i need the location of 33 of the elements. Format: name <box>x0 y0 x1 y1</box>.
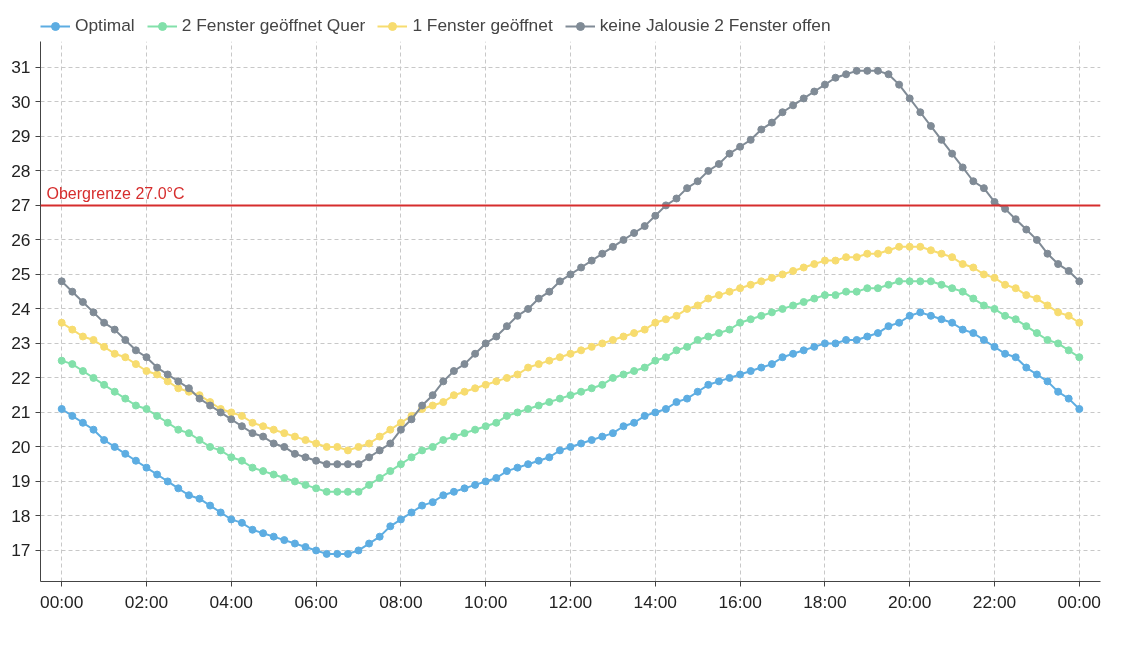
x-tick-label: 12:00 <box>548 591 593 612</box>
x-tick-label: 08:00 <box>379 591 423 612</box>
y-tick-label: 20 <box>11 436 31 457</box>
x-tick-label: 20:00 <box>888 591 932 612</box>
x-tick-label: 00:00 <box>1057 591 1101 612</box>
x-tick-label: 18:00 <box>803 591 847 612</box>
y-tick-label: 21 <box>11 402 31 423</box>
y-tick-label: 25 <box>11 264 31 285</box>
x-tick-label: 04:00 <box>209 591 253 612</box>
y-tick-label: 26 <box>11 229 31 250</box>
legend-label: keine Jalousie 2 Fenster offen <box>599 15 831 36</box>
x-tick-label: 00:00 <box>40 591 84 612</box>
legend-label: 2 Fenster geöffnet Quer <box>181 15 366 36</box>
y-tick-label: 31 <box>11 57 31 78</box>
legend-label: 1 Fenster geöffnet <box>412 15 553 36</box>
x-tick-label: 02:00 <box>124 591 169 612</box>
ref-line-label: Obergrenze 27.0°C <box>46 185 185 203</box>
y-tick-label: 22 <box>11 367 31 388</box>
y-tick-label: 19 <box>11 471 31 492</box>
legend-label: Optimal <box>75 15 135 36</box>
y-tick-label: 23 <box>11 333 31 354</box>
y-tick-label: 17 <box>11 540 31 561</box>
y-tick-label: 29 <box>11 126 31 147</box>
y-tick-label: 30 <box>11 91 31 112</box>
x-tick-label: 22:00 <box>972 591 1017 612</box>
y-tick-label: 18 <box>11 505 31 526</box>
y-tick-label: 28 <box>11 160 31 181</box>
x-tick-label: 14:00 <box>633 591 677 612</box>
x-tick-label: 06:00 <box>294 591 338 612</box>
y-tick-label: 24 <box>11 298 31 319</box>
x-tick-label: 16:00 <box>718 591 762 612</box>
y-tick-label: 27 <box>11 195 31 216</box>
x-tick-label: 10:00 <box>464 591 508 612</box>
